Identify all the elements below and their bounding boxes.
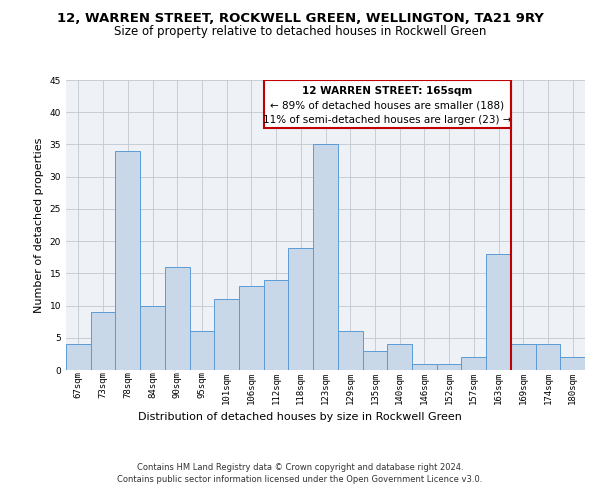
Bar <box>437 364 461 370</box>
Bar <box>115 151 140 370</box>
FancyBboxPatch shape <box>264 80 511 128</box>
Bar <box>338 332 362 370</box>
Bar <box>91 312 115 370</box>
Bar <box>560 357 585 370</box>
Text: Size of property relative to detached houses in Rockwell Green: Size of property relative to detached ho… <box>114 25 486 38</box>
Bar <box>536 344 560 370</box>
Bar <box>165 267 190 370</box>
Text: Distribution of detached houses by size in Rockwell Green: Distribution of detached houses by size … <box>138 412 462 422</box>
Bar <box>214 299 239 370</box>
Bar <box>412 364 437 370</box>
Bar <box>511 344 536 370</box>
Bar <box>264 280 289 370</box>
Bar <box>190 332 214 370</box>
Y-axis label: Number of detached properties: Number of detached properties <box>34 138 44 312</box>
Bar <box>362 350 387 370</box>
Text: ← 89% of detached houses are smaller (188): ← 89% of detached houses are smaller (18… <box>270 101 505 111</box>
Bar <box>486 254 511 370</box>
Text: Contains HM Land Registry data © Crown copyright and database right 2024.
Contai: Contains HM Land Registry data © Crown c… <box>118 462 482 484</box>
Bar <box>387 344 412 370</box>
Bar <box>461 357 486 370</box>
Text: 12, WARREN STREET, ROCKWELL GREEN, WELLINGTON, TA21 9RY: 12, WARREN STREET, ROCKWELL GREEN, WELLI… <box>56 12 544 26</box>
Bar <box>289 248 313 370</box>
Text: 12 WARREN STREET: 165sqm: 12 WARREN STREET: 165sqm <box>302 86 472 96</box>
Bar <box>239 286 264 370</box>
Bar <box>140 306 165 370</box>
Bar <box>66 344 91 370</box>
Bar <box>313 144 338 370</box>
Text: 11% of semi-detached houses are larger (23) →: 11% of semi-detached houses are larger (… <box>263 115 512 125</box>
